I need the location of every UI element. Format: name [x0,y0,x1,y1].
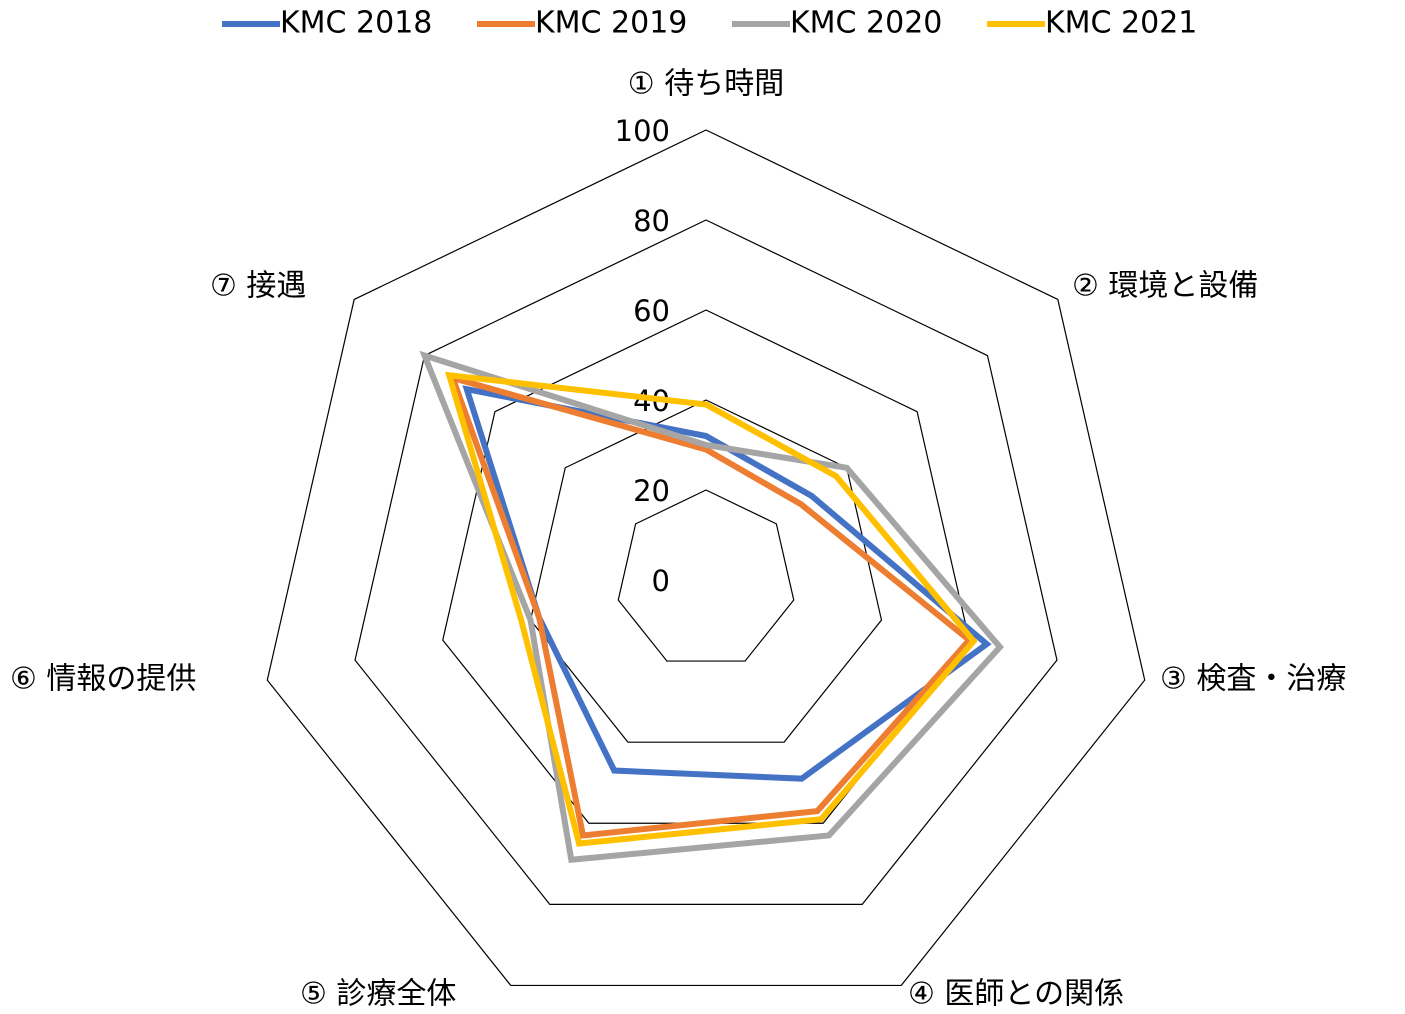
r-tick-label: 100 [615,114,670,148]
axis-label: ③ 検査・治療 [1160,662,1346,697]
axis-label: ⑥ 情報の提供 [10,662,196,697]
grid-ring [266,129,1146,987]
r-tick-label: 20 [633,474,670,508]
legend-label: KMC 2018 [280,6,432,41]
axis-label: ② 環境と設備 [1072,269,1258,304]
series-line [445,371,978,847]
grid-ring [354,219,1058,905]
legend-label: KMC 2020 [790,6,942,41]
axis-label: ⑤ 診療全体 [300,977,456,1012]
r-tick-label: 80 [633,204,670,238]
legend-label: KMC 2019 [535,6,687,41]
grid-ring [617,489,795,662]
series-line [447,373,974,839]
legend-label: KMC 2021 [1045,6,1197,41]
axis-label: ⑦ 接遇 [210,269,306,304]
axis-label: ④ 医師との関係 [908,977,1124,1012]
series-line [419,350,1004,863]
series-line [462,385,992,782]
axis-label: ① 待ち時間 [628,67,784,102]
r-tick-label: 60 [633,294,670,328]
r-tick-label: 0 [652,564,670,598]
